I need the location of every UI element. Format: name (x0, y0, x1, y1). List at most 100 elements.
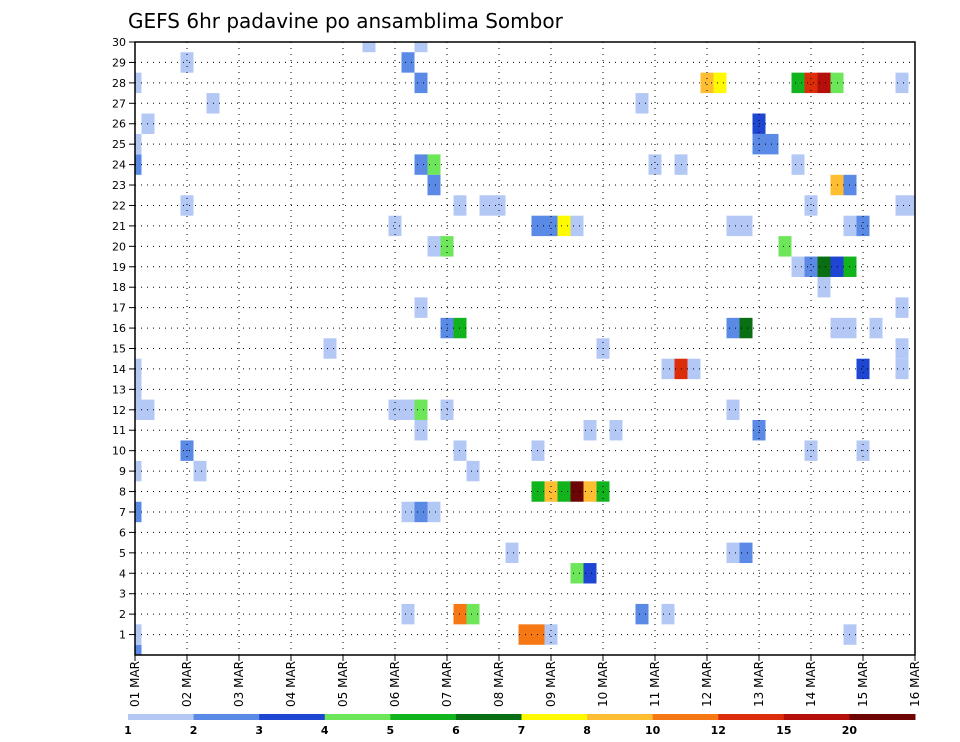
y-tick-label: 8 (119, 486, 126, 499)
heatmap-cell (791, 154, 805, 175)
heatmap-cell (544, 215, 558, 237)
heatmap-cell (414, 72, 428, 94)
heatmap-cell (791, 72, 805, 94)
y-tick-label: 15 (112, 343, 126, 356)
y-tick-label: 10 (112, 445, 126, 458)
colorbar-swatch (128, 714, 195, 720)
y-tick-label: 20 (112, 240, 126, 253)
y-tick-label: 1 (119, 629, 126, 642)
y-tick-label: 18 (112, 281, 126, 294)
heatmap-cell (427, 154, 441, 175)
heatmap-cell (817, 256, 831, 277)
heatmap-cell (895, 297, 909, 318)
heatmap-cell (856, 358, 870, 380)
heatmap-cell (427, 236, 441, 257)
x-tick-label: 15 MAR (856, 661, 870, 707)
heatmap-cell (739, 215, 753, 237)
colorbar-label: 7 (518, 724, 526, 737)
heatmap-cell (427, 174, 441, 196)
colorbar-swatch (783, 714, 850, 720)
heatmap-cell (323, 338, 337, 359)
x-tick-label: 07 MAR (440, 661, 454, 707)
heatmap-cell (388, 399, 402, 421)
grid-lines (135, 42, 915, 655)
heatmap-cell (895, 358, 909, 380)
y-tick-label: 27 (112, 97, 126, 110)
heatmap-cell (414, 297, 428, 318)
y-tick-label: 2 (119, 608, 126, 621)
x-tick-label: 05 MAR (336, 661, 350, 707)
heatmap-cell (804, 256, 818, 277)
heatmap-cell (791, 256, 805, 277)
colorbar-label: 10 (645, 724, 661, 737)
heatmap-cell (570, 215, 584, 237)
colorbar-swatch (324, 714, 391, 720)
heatmap-cell (661, 603, 675, 625)
y-tick-label: 25 (112, 138, 126, 151)
heatmap-cell (466, 603, 480, 625)
heatmap-cell (414, 399, 428, 421)
y-tick-label: 19 (112, 261, 126, 274)
heatmap-cell (895, 338, 909, 359)
heatmap-cell (817, 72, 831, 94)
heatmap-cell (135, 460, 142, 482)
heatmap-cell (557, 215, 571, 237)
colorbar-label: 8 (583, 724, 591, 737)
heatmap-cell (135, 154, 142, 175)
x-tick-label: 10 MAR (596, 661, 610, 707)
y-tick-label: 29 (112, 56, 126, 69)
colorbar-swatch (849, 714, 916, 720)
y-tick-label: 28 (112, 77, 126, 90)
x-tick-label: 13 MAR (752, 661, 766, 707)
heatmap-cells (135, 42, 915, 655)
heatmap-cell (583, 420, 597, 441)
heatmap-cell (135, 72, 142, 94)
y-tick-label: 22 (112, 199, 126, 212)
heatmap-cell (804, 195, 818, 216)
heatmap-cell (414, 42, 428, 53)
heatmap-cell (856, 215, 870, 237)
x-tick-label: 02 MAR (180, 661, 194, 707)
y-tick-label: 21 (112, 220, 126, 233)
colorbar-swatch (390, 714, 457, 720)
colorbar-swatch (455, 714, 522, 720)
x-tick-label: 01 MAR (128, 661, 142, 707)
y-tick-label: 4 (119, 567, 126, 580)
heatmap-cell (726, 399, 740, 421)
heatmap-cell (895, 72, 909, 94)
y-tick-label: 13 (112, 383, 126, 396)
heatmap-cell (544, 481, 558, 502)
y-tick-label: 24 (112, 159, 126, 172)
colorbar-swatch (718, 714, 785, 720)
heatmap-cell (804, 72, 818, 94)
heatmap-cell (661, 358, 675, 380)
heatmap-cell (778, 236, 792, 257)
heatmap-cell (648, 154, 662, 175)
heatmap-cell (466, 460, 480, 482)
heatmap-cell (557, 481, 571, 502)
colorbar-label: 1 (124, 724, 132, 737)
x-tick-label: 14 MAR (804, 661, 818, 707)
heatmap-cell (414, 501, 428, 523)
x-tick-label: 12 MAR (700, 661, 714, 707)
heatmap-cell (635, 603, 649, 625)
y-tick-label: 11 (112, 424, 126, 437)
heatmap-cell (414, 420, 428, 441)
heatmap-cell (492, 195, 506, 216)
heatmap-cell (135, 644, 142, 655)
heatmap-cell (401, 603, 415, 625)
heatmap-cell (583, 563, 597, 584)
heatmap-cell (135, 399, 142, 421)
heatmap-cell (544, 624, 558, 645)
colorbar-label: 12 (711, 724, 726, 737)
y-axis-ticks: 1234567891011121314151617181920212223242… (112, 36, 135, 642)
colorbar-label: 4 (321, 724, 329, 737)
colorbar-swatch (587, 714, 654, 720)
heatmap-cell (180, 195, 194, 216)
heatmap-cell (635, 93, 649, 114)
colorbar-label: 6 (452, 724, 460, 737)
colorbar-swatch (521, 714, 588, 720)
heatmap-cell (401, 501, 415, 523)
heatmap-cell (362, 42, 376, 53)
